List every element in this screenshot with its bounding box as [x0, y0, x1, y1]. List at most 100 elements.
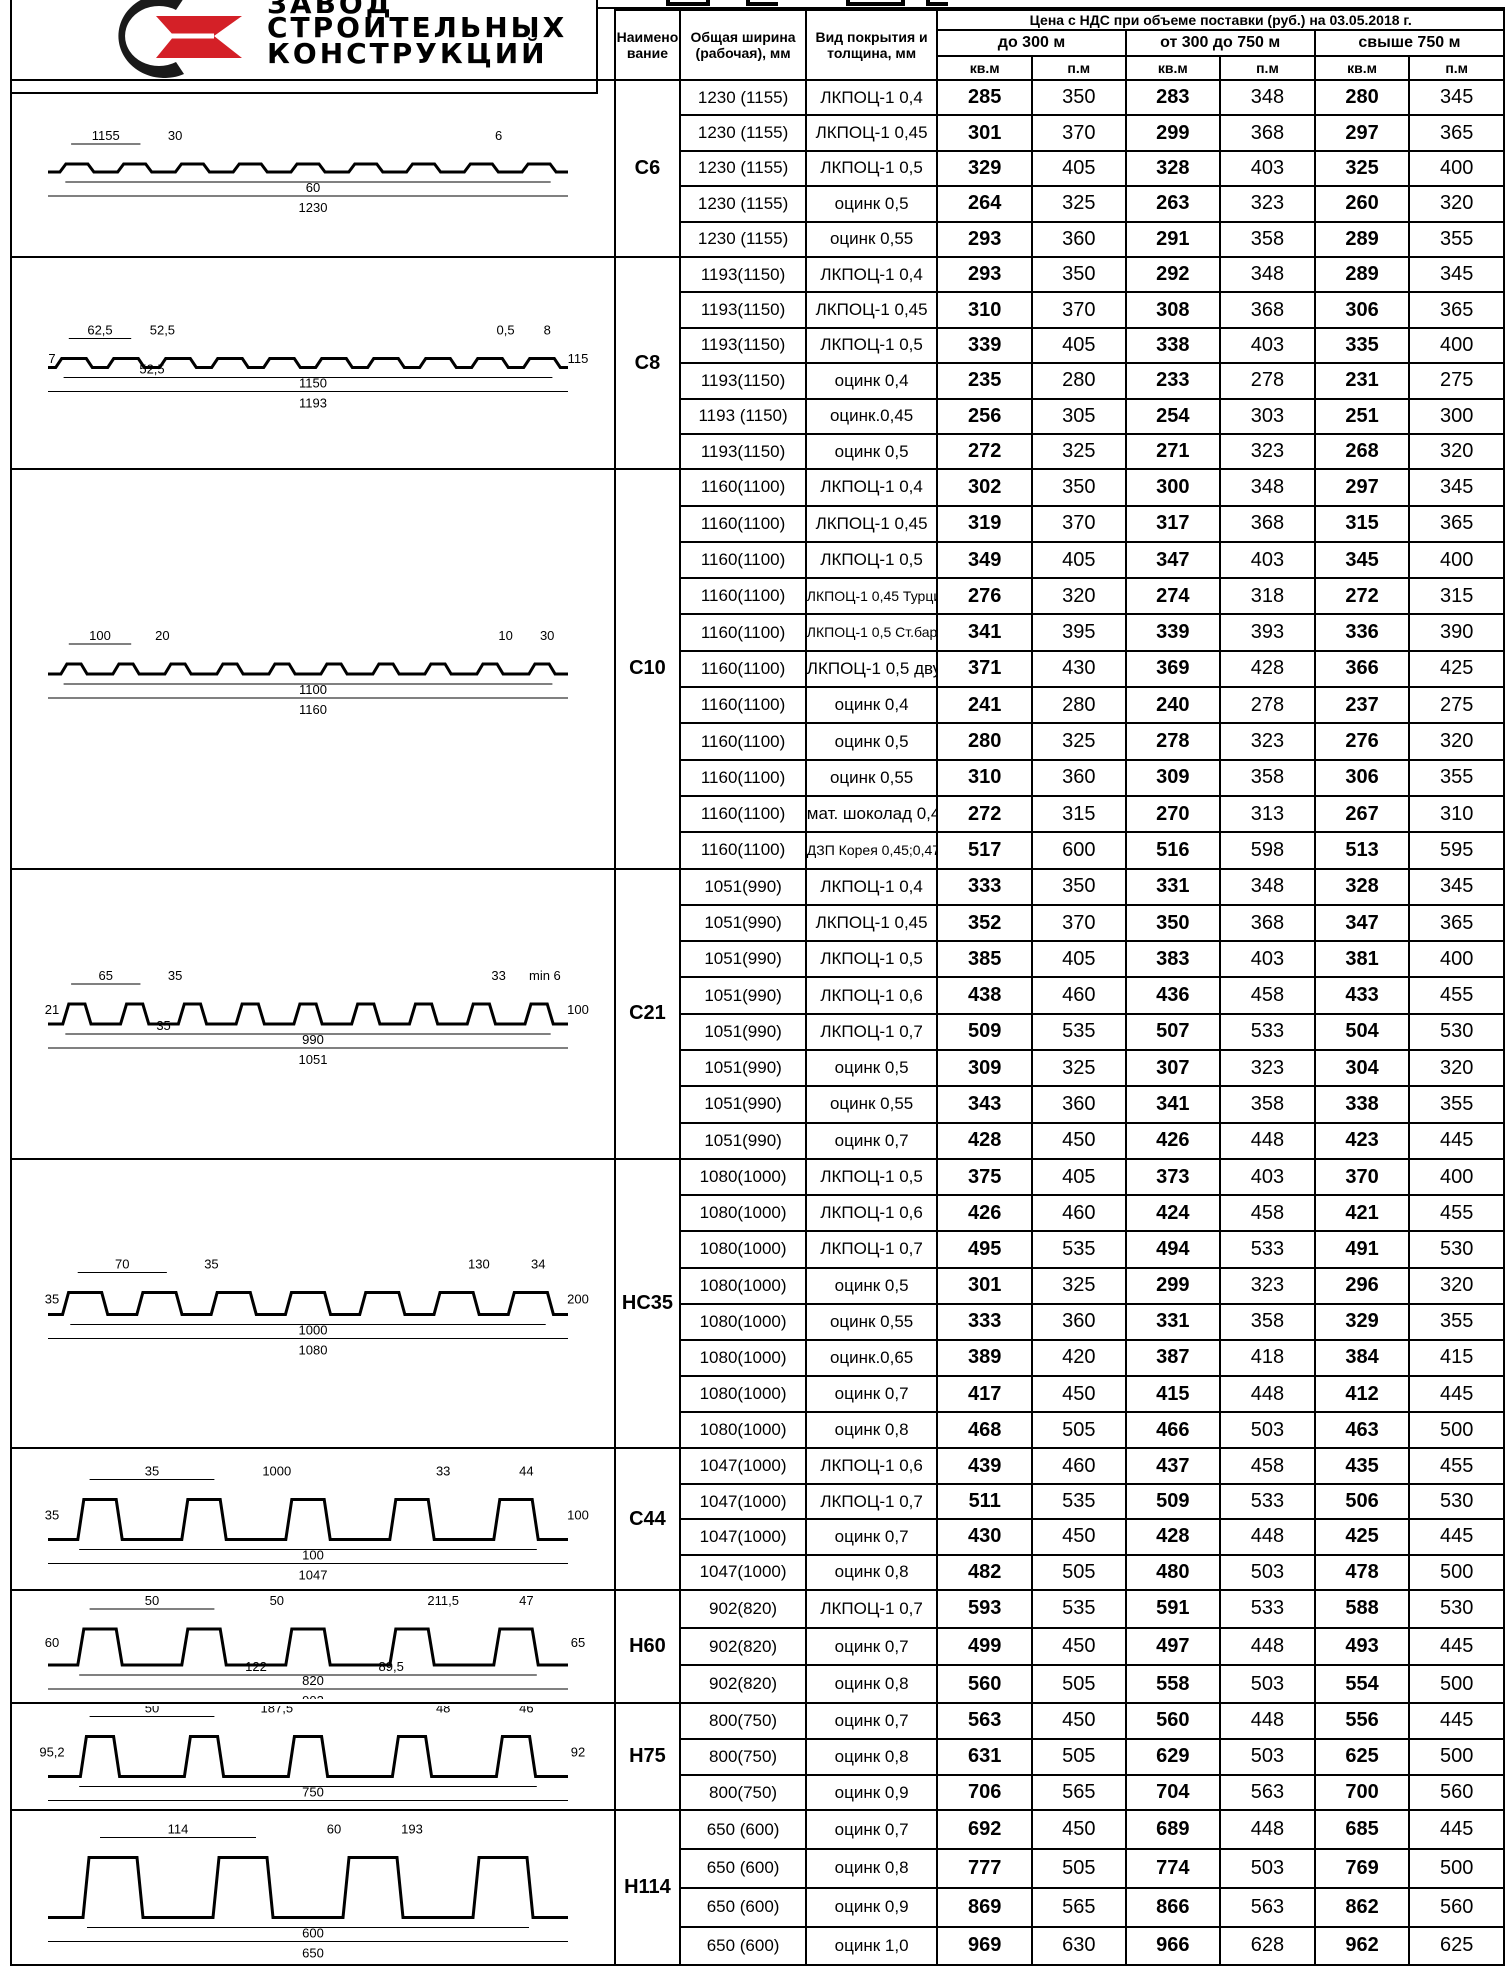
price-sqm-cell: 504	[1313, 1012, 1411, 1052]
price-lm-cell: 325	[1031, 1049, 1127, 1088]
coating-cell: ЛКПОЦ-1 0,7	[804, 1012, 939, 1052]
price-sqm-cell: 511	[936, 1482, 1033, 1521]
price-lm-cell: 320	[1408, 185, 1505, 223]
coating-cell: ЛКПОЦ-1 0,5 двух.	[804, 649, 939, 689]
price-row: 1193(1150) оцинк 0,5 272 325 271 323 268 320	[11, 432, 1505, 471]
price-sqm-cell: 593	[936, 1589, 1033, 1629]
dimension-label: 100	[302, 1547, 324, 1562]
price-row: 1230 (1155) ЛКПОЦ-1 0,5 329 405 328 403 325 400	[11, 149, 1505, 188]
price-lm-cell: 370	[1031, 291, 1127, 329]
price-row: 5050211,547606512289,5820902Н60902(820)Л…	[10, 1588, 1505, 1705]
price-row: 1080(1000) оцинк 0,5 301 325 299 323 296 320	[11, 1266, 1505, 1305]
coating-cell: оцинк 0,5	[804, 185, 939, 223]
price-sqm-cell: 231	[1313, 362, 1411, 400]
profile-name: С10	[613, 468, 682, 870]
price-row: 1230 (1155) оцинк 0,55 293 360 291 358 289 355	[11, 220, 1505, 258]
price-row: 1051(990) ЛКПОЦ-1 0,45 352 370 350 368 347 365	[11, 903, 1505, 943]
price-lm-cell: 355	[1408, 758, 1505, 797]
price-lm-cell: 405	[1031, 540, 1127, 580]
width-cell: 1047(1000)	[679, 1447, 807, 1485]
price-lm-cell: 365	[1408, 903, 1505, 943]
coating-cell: оцинк 0,9	[804, 1773, 939, 1812]
price-lm-cell: 450	[1031, 1518, 1127, 1556]
price-sqm-cell: 426	[1124, 1121, 1222, 1160]
price-lm-cell: 303	[1219, 397, 1316, 435]
price-lm-cell: 458	[1219, 1447, 1316, 1485]
price-row: 902(820) оцинк 0,8 560 505 558 503 554 500	[11, 1664, 1505, 1705]
price-row: 1080(1000) ЛКПОЦ-1 0,6 426 460 424 458 421 455	[11, 1194, 1505, 1233]
price-lm-cell: 448	[1219, 1375, 1316, 1414]
price-lm-cell: 405	[1031, 326, 1127, 365]
price-lm-cell: 530	[1408, 1589, 1505, 1629]
price-lm-cell: 350	[1031, 867, 1127, 906]
header-width: Общая ширина (рабочая), мм	[679, 9, 807, 81]
price-row: 1080(1000) оцинк 0,7 417 450 415 448 412 445	[11, 1375, 1505, 1414]
price-lm-cell: 565	[1031, 1886, 1127, 1928]
price-row: 1160(1100) оцинк 0,55 310 360 309 358 306 355	[11, 758, 1505, 797]
coating-cell: оцинк 0,55	[804, 220, 939, 258]
price-sqm-cell: 302	[936, 468, 1033, 507]
coating-cell: оцинк 0,4	[804, 362, 939, 400]
width-cell: 1230 (1155)	[679, 185, 807, 223]
price-lm-cell: 500	[1408, 1848, 1505, 1889]
dimension-label: 1160	[299, 702, 327, 717]
price-sqm-cell: 325	[1313, 149, 1411, 188]
price-sqm-cell: 507	[1124, 1012, 1222, 1052]
price-lm-cell: 318	[1219, 577, 1316, 616]
price-lm-cell: 533	[1219, 1589, 1316, 1629]
dimension-label: 47	[519, 1595, 533, 1608]
price-sqm-cell: 591	[1124, 1589, 1222, 1629]
price-sqm-cell: 421	[1313, 1194, 1411, 1233]
price-sqm-cell: 497	[1124, 1626, 1222, 1667]
header-range-1: до 300 м	[936, 29, 1127, 57]
coating-cell: оцинк 0,4	[804, 686, 939, 725]
price-sqm-cell: 560	[1124, 1702, 1222, 1740]
top-title-fragment	[598, 0, 1505, 10]
dimension-label: 44	[519, 1463, 533, 1478]
profile-diagram: 62,5 52,5 0,5 8 7 115 52,5 1150 1193	[47, 323, 588, 411]
price-lm-cell: 628	[1219, 1925, 1316, 1967]
price-sqm-cell: 389	[936, 1338, 1033, 1378]
price-lm-cell: 360	[1031, 1085, 1127, 1124]
price-lm-cell: 345	[1408, 255, 1505, 294]
price-lm-cell: 368	[1219, 504, 1316, 543]
width-cell: 1193 (1150)	[679, 397, 807, 435]
profile-name: С6	[613, 79, 682, 258]
price-lm-cell: 368	[1219, 291, 1316, 329]
price-lm-cell: 345	[1408, 867, 1505, 906]
width-cell: 1160(1100)	[679, 613, 807, 652]
price-sqm-cell: 233	[1124, 362, 1222, 400]
profile-diagram: 1155 30 6 60 1230	[47, 128, 568, 215]
profile-diagram: 100 20 10 30 1100 1160	[47, 628, 568, 717]
price-sqm-cell: 387	[1124, 1338, 1222, 1378]
price-sqm-cell: 423	[1313, 1121, 1411, 1160]
coating-cell: оцинк 1,0	[804, 1925, 939, 1967]
price-row: 1051(990) оцинк 0,5 309 325 307 323 304 320	[11, 1049, 1505, 1088]
price-sqm-cell: 263	[1124, 185, 1222, 223]
price-lm-cell: 278	[1219, 362, 1316, 400]
coating-cell: оцинк 0,8	[804, 1737, 939, 1776]
price-sqm-cell: 685	[1313, 1809, 1411, 1851]
price-sqm-cell: 516	[1124, 831, 1222, 870]
price-sqm-cell: 310	[936, 758, 1033, 797]
price-sqm-cell: 425	[1313, 1518, 1411, 1556]
header-name: Наимено вание	[613, 9, 682, 81]
price-lm-cell: 460	[1031, 1194, 1127, 1233]
price-sqm-cell: 272	[1313, 577, 1411, 616]
price-sqm-cell: 280	[1313, 78, 1411, 117]
coating-cell: оцинк 0,7	[804, 1121, 939, 1160]
price-lm-cell: 390	[1408, 613, 1505, 652]
price-lm-cell: 275	[1408, 686, 1505, 725]
price-sqm-cell: 339	[1124, 613, 1222, 652]
price-lm-cell: 533	[1219, 1482, 1316, 1521]
dimension-label: 92	[571, 1745, 585, 1760]
price-lm-cell: 400	[1408, 940, 1505, 979]
price-sqm-cell: 625	[1313, 1737, 1411, 1776]
width-cell: 1051(990)	[679, 1085, 807, 1124]
price-row: 1080(1000) оцинк.0,65 389 420 387 418 384 415	[11, 1338, 1505, 1378]
price-sqm-cell: 517	[936, 831, 1033, 870]
company-logo-icon	[118, 0, 242, 78]
price-lm-cell: 598	[1219, 831, 1316, 870]
dimension-label: 62,5	[87, 323, 112, 338]
price-row: 65 35 33 min 6 21 100 35 990 1051 С21 1051(990) ЛКП…	[10, 867, 1505, 1160]
